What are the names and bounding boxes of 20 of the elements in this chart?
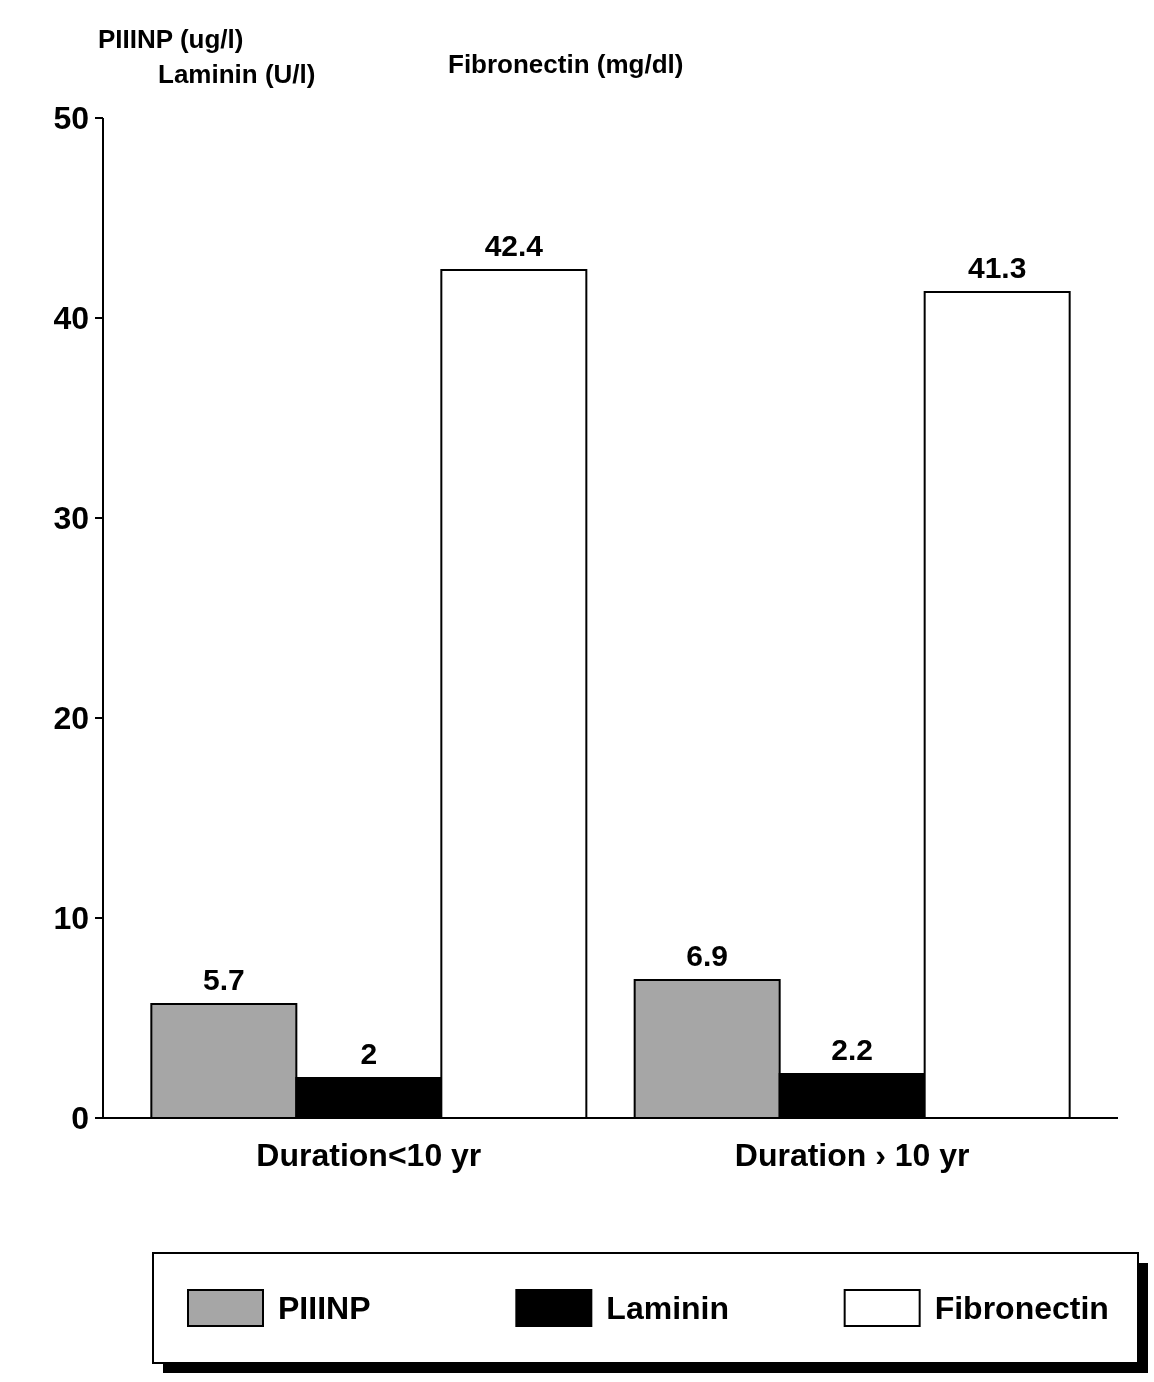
- x-tick-label: Duration › 10 yr: [734, 1137, 970, 1173]
- data-label: 5.7: [202, 963, 245, 996]
- data-label: 2: [360, 1037, 378, 1070]
- y-tick-label: 50: [53, 100, 89, 137]
- data-label: 41.3: [967, 251, 1027, 284]
- text: PIIINP (ug/l): [98, 24, 244, 54]
- legend-label: Laminin: [606, 1290, 730, 1327]
- text: Fibronectin (mg/dl): [448, 49, 684, 79]
- data-label: 6.9: [686, 939, 729, 972]
- legend-label: PIIINP: [278, 1290, 371, 1327]
- y-tick-label: 30: [53, 500, 89, 537]
- data-label: 42.4: [484, 229, 544, 262]
- data-label: 2.2: [831, 1033, 874, 1066]
- y-tick-label: 20: [53, 700, 89, 737]
- y-tick-label: 10: [53, 900, 89, 937]
- legend-label: Fibronectin: [934, 1290, 1109, 1327]
- y-tick-label: 0: [71, 1100, 89, 1137]
- x-tick-label: Duration<10 yr: [256, 1137, 482, 1173]
- text: Laminin (U/l): [158, 59, 316, 89]
- y-tick-label: 40: [53, 300, 89, 337]
